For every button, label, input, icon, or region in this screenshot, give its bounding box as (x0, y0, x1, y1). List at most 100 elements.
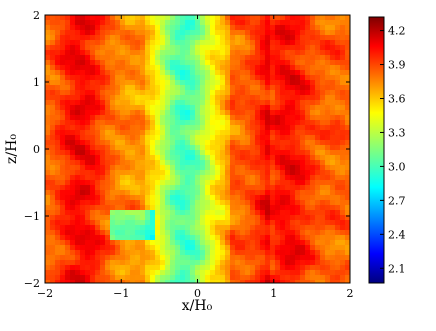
x-tick-label: 2 (347, 287, 354, 300)
field-cell (310, 155, 315, 160)
field-cell (215, 135, 220, 140)
field-cell (290, 90, 295, 95)
field-cell (315, 265, 320, 270)
field-cell (285, 220, 290, 225)
field-cell (70, 30, 75, 35)
field-cell (105, 205, 110, 210)
field-cell (335, 145, 340, 150)
field-cell (220, 275, 225, 280)
field-cell (250, 130, 255, 135)
field-cell (310, 170, 315, 175)
field-cell (340, 170, 345, 175)
field-cell (95, 205, 100, 210)
field-cell (100, 100, 105, 105)
field-cell (315, 245, 320, 250)
field-cell (75, 115, 80, 120)
field-cell (55, 115, 60, 120)
field-cell (155, 70, 160, 75)
field-cell (105, 65, 110, 70)
field-cell (135, 45, 140, 50)
field-cell (145, 270, 150, 275)
field-cell (155, 115, 160, 120)
field-cell (100, 200, 105, 205)
field-cell (320, 105, 325, 110)
field-cell (260, 245, 265, 250)
field-cell (230, 260, 235, 265)
field-cell (280, 145, 285, 150)
field-cell (170, 60, 175, 65)
field-cell (240, 170, 245, 175)
field-cell (205, 165, 210, 170)
field-cell (205, 40, 210, 45)
field-cell (160, 235, 165, 240)
field-cell (290, 145, 295, 150)
field-cell (150, 50, 155, 55)
field-cell (170, 220, 175, 225)
field-cell (240, 230, 245, 235)
field-cell (90, 100, 95, 105)
field-cell (175, 95, 180, 100)
field-cell (100, 55, 105, 60)
field-cell (180, 195, 185, 200)
field-cell (75, 210, 80, 215)
field-cell (305, 35, 310, 40)
field-cell (105, 75, 110, 80)
field-cell (130, 135, 135, 140)
field-cell (280, 25, 285, 30)
field-cell (165, 160, 170, 165)
field-cell (255, 130, 260, 135)
field-cell (235, 155, 240, 160)
field-cell (320, 230, 325, 235)
field-cell (235, 95, 240, 100)
field-cell (50, 115, 55, 120)
field-cell (305, 165, 310, 170)
field-cell (165, 125, 170, 130)
field-cell (220, 265, 225, 270)
field-cell (140, 125, 145, 130)
field-cell (315, 155, 320, 160)
field-cell (140, 105, 145, 110)
field-cell (315, 240, 320, 245)
field-cell (90, 15, 95, 20)
field-cell (170, 155, 175, 160)
field-cell (275, 195, 280, 200)
field-cell (215, 255, 220, 260)
field-cell (215, 45, 220, 50)
field-cell (230, 30, 235, 35)
field-cell (105, 275, 110, 280)
field-cell (310, 180, 315, 185)
field-cell (70, 250, 75, 255)
field-cell (205, 115, 210, 120)
field-cell (125, 235, 130, 240)
field-cell (75, 190, 80, 195)
field-cell (80, 110, 85, 115)
field-cell (230, 85, 235, 90)
field-cell (310, 95, 315, 100)
field-cell (225, 115, 230, 120)
field-cell (250, 145, 255, 150)
field-cell (275, 225, 280, 230)
field-cell (280, 150, 285, 155)
field-cell (80, 145, 85, 150)
field-cell (305, 105, 310, 110)
field-cell (85, 115, 90, 120)
field-cell (135, 150, 140, 155)
field-cell (310, 90, 315, 95)
field-cell (95, 45, 100, 50)
field-cell (95, 60, 100, 65)
field-cell (115, 80, 120, 85)
field-cell (80, 175, 85, 180)
field-cell (160, 140, 165, 145)
field-cell (165, 80, 170, 85)
field-cell (320, 215, 325, 220)
field-cell (120, 210, 125, 215)
field-cell (135, 230, 140, 235)
field-cell (70, 205, 75, 210)
field-cell (145, 60, 150, 65)
field-cell (255, 80, 260, 85)
field-cell (85, 145, 90, 150)
field-cell (260, 250, 265, 255)
field-cell (160, 40, 165, 45)
field-cell (340, 20, 345, 25)
field-cell (285, 235, 290, 240)
